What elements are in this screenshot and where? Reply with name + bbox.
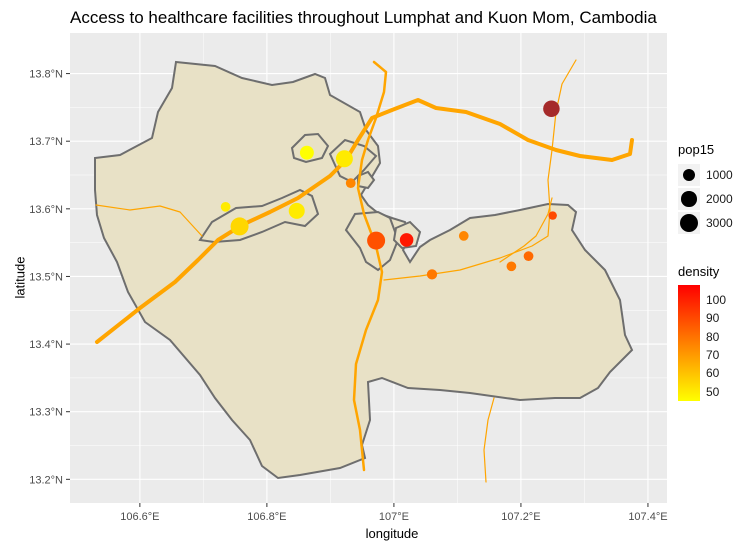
density-legend-label: 60 xyxy=(706,366,720,381)
y-tick-label: 13.8°N xyxy=(29,69,63,81)
facility-point xyxy=(548,211,557,220)
y-tick-label: 13.7°N xyxy=(29,136,63,148)
density-legend-label: 90 xyxy=(706,311,720,326)
facility-point xyxy=(458,231,469,241)
size-legend-label: 2000 xyxy=(706,192,733,206)
y-tick-label: 13.2°N xyxy=(29,474,63,486)
main-highway xyxy=(95,98,634,344)
x-tick-label: 106.8°E xyxy=(247,511,286,523)
y-axis-title: latitude xyxy=(12,256,28,299)
y-tick-label: 13.3°N xyxy=(29,407,63,419)
facility-point xyxy=(426,269,438,280)
chart-title: Access to healthcare facilities througho… xyxy=(70,8,657,27)
facility-point xyxy=(335,150,353,168)
facility-point xyxy=(288,202,305,219)
facility-point xyxy=(299,145,314,160)
density-colorbar xyxy=(678,285,700,401)
facility-point xyxy=(230,217,249,236)
size-legend: pop15 1000 2000 3000 xyxy=(678,142,733,235)
southeast-road xyxy=(483,397,495,483)
density-colorbar-labels: 100 90 80 70 60 50 xyxy=(704,285,744,401)
size-legend-entry: 1000 xyxy=(678,163,733,187)
density-legend-label: 100 xyxy=(706,292,727,307)
density-legend-title: density xyxy=(678,264,720,279)
facility-point xyxy=(543,100,560,118)
density-legend-label: 70 xyxy=(706,347,720,362)
size-legend-entries: 1000 2000 3000 xyxy=(678,163,733,235)
axes: 106.6°E 106.8°E 107°E 107.2°E 107.4°E 13.2°N 1… xyxy=(29,69,667,523)
district-region xyxy=(94,60,634,480)
facility-point xyxy=(345,178,356,188)
size-legend-key xyxy=(678,188,700,210)
size-legend-dot xyxy=(681,191,697,207)
size-legend-label: 3000 xyxy=(706,216,733,230)
density-legend: density 100 90 80 70 60 50 xyxy=(678,264,744,401)
facility-point xyxy=(367,231,386,250)
y-tick-label: 13.4°N xyxy=(29,339,63,351)
y-tick-label: 13.5°N xyxy=(29,271,63,283)
facility-point xyxy=(523,251,534,262)
facility-point xyxy=(399,233,414,247)
size-legend-dot xyxy=(682,168,696,182)
size-legend-dot xyxy=(680,214,698,232)
x-tick-label: 107°E xyxy=(379,511,409,523)
west-minor-road xyxy=(95,204,203,237)
density-legend-label: 50 xyxy=(706,384,720,399)
size-legend-key xyxy=(678,164,700,186)
x-tick-label: 107.4°E xyxy=(628,511,667,523)
health-facility-points xyxy=(220,100,560,280)
y-tick-label: 13.6°N xyxy=(29,204,63,216)
size-legend-entry: 2000 xyxy=(678,187,733,211)
x-tick-label: 106.6°E xyxy=(120,511,159,523)
facility-point xyxy=(220,201,231,212)
x-tick-label: 107.2°E xyxy=(501,511,540,523)
x-axis-title: longitude xyxy=(365,526,419,541)
facility-point xyxy=(506,261,517,272)
east-connector xyxy=(499,197,553,263)
size-legend-key xyxy=(678,212,700,234)
north-south-road xyxy=(352,60,388,472)
density-legend-label: 80 xyxy=(706,329,720,344)
size-legend-label: 1000 xyxy=(706,168,733,182)
size-legend-entry: 3000 xyxy=(678,211,733,235)
size-legend-title: pop15 xyxy=(678,142,715,157)
